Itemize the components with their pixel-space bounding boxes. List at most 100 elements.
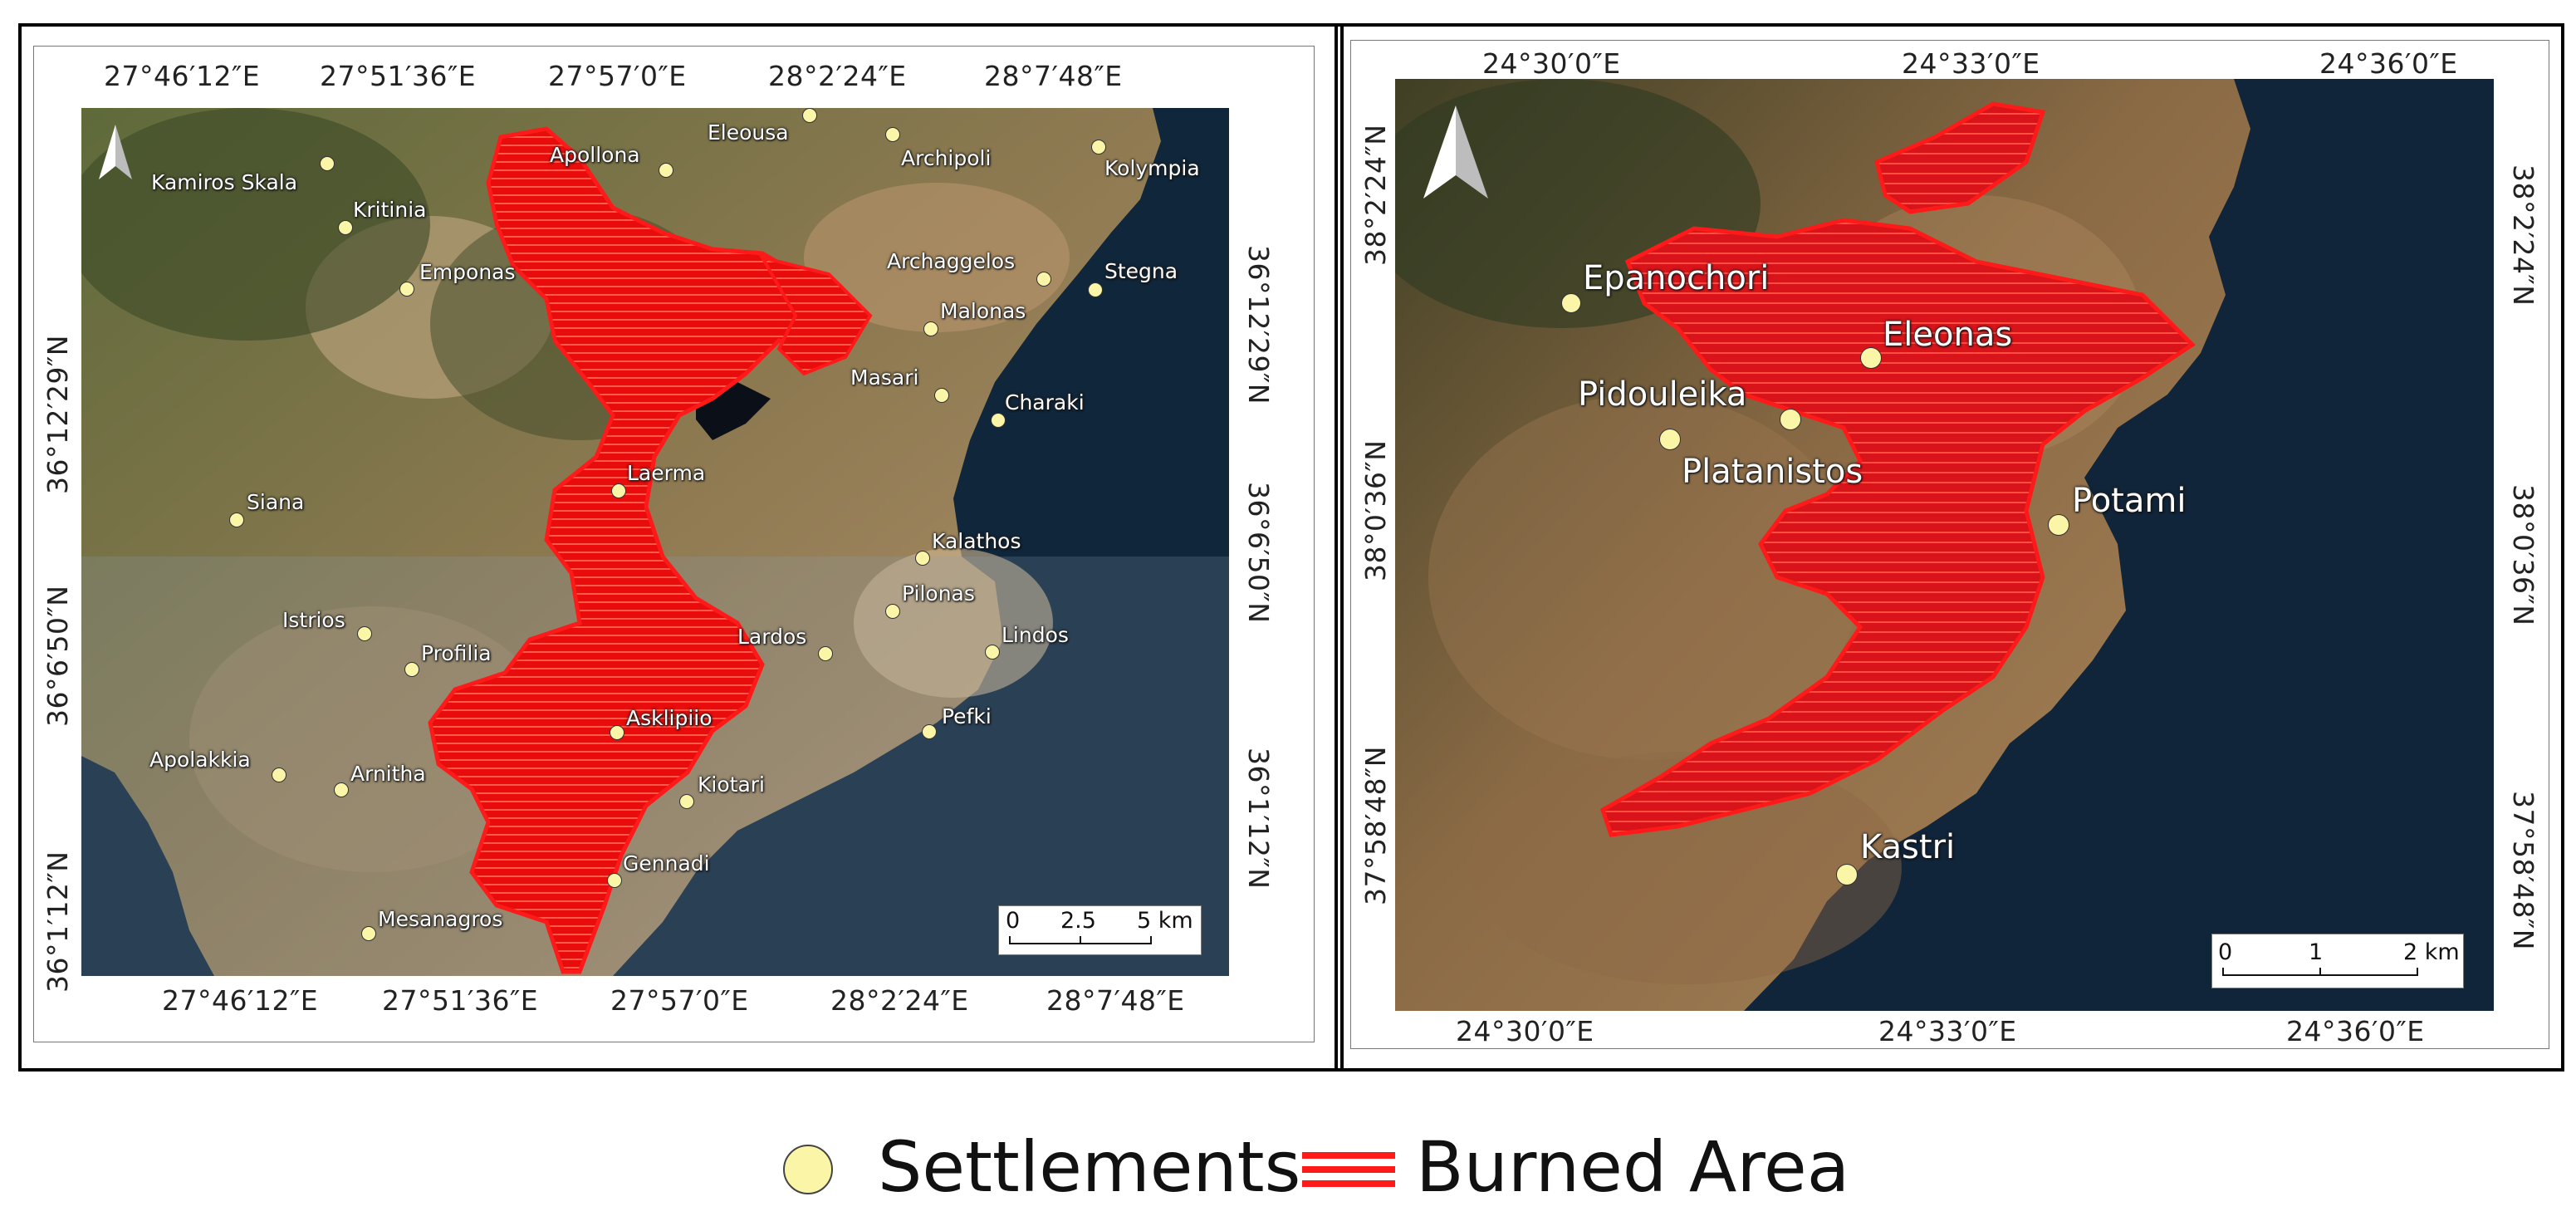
settlement-marker — [985, 645, 1000, 660]
settlement-marker — [404, 662, 419, 677]
settlement-label: Stegna — [1104, 259, 1178, 283]
settlement-marker — [934, 388, 949, 403]
settlement-marker — [1860, 347, 1882, 369]
settlement-label: Siana — [247, 490, 305, 514]
right-map-image[interactable] — [1395, 79, 2494, 1011]
settlement-marker — [229, 512, 244, 527]
settlement-label: Arnitha — [350, 762, 426, 786]
settlement-label: Emponas — [419, 260, 516, 284]
scale-label-end: 5 km — [1137, 908, 1193, 934]
left-top-lon-1: 27°46′12″E — [104, 60, 261, 92]
settlement-marker — [610, 725, 624, 740]
settlement-marker — [272, 767, 286, 782]
legend-burned-area-label: Burned Area — [1416, 1126, 1850, 1208]
scale-label-0: 0 — [2218, 939, 2233, 965]
settlement-label: Malonas — [940, 299, 1026, 323]
settlement-marker — [802, 108, 817, 123]
settlement-marker — [1561, 293, 1581, 313]
settlement-label: Istrios — [282, 608, 345, 632]
settlement-label: Pefki — [942, 704, 992, 728]
left-top-lon-3: 27°57′0″E — [548, 60, 687, 92]
left-bottom-lon-5: 28°7′48″E — [1046, 984, 1185, 1017]
north-arrow-icon — [1418, 102, 1493, 202]
left-lat-2: 36°6′50″N — [42, 585, 74, 727]
r-top-lon-1: 24°30′0″E — [1482, 47, 1621, 80]
settlement-marker — [357, 626, 372, 641]
left-top-lon-4: 28°2′24″E — [768, 60, 907, 92]
left-bottom-lon-4: 28°2′24″E — [830, 984, 969, 1017]
settlement-label: Apolakkia — [149, 748, 251, 772]
settlement-label: Potami — [2072, 482, 2187, 520]
left-top-lon-2: 27°51′36″E — [320, 60, 477, 92]
settlement-label: Pidouleika — [1578, 375, 1747, 414]
settlement-marker — [915, 551, 930, 566]
settlement-label: Lardos — [737, 625, 807, 649]
r-top-lon-3: 24°36′0″E — [2319, 47, 2458, 80]
settlement-marker — [399, 282, 414, 297]
r-left-lat-2: 38°0′36″N — [1359, 439, 1392, 581]
settlement-marker — [659, 163, 673, 178]
settlement-label: Masari — [850, 365, 919, 390]
settlement-marker — [923, 321, 938, 336]
scale-bar: 0 1 2 km — [2211, 934, 2464, 988]
settlement-marker — [2048, 514, 2069, 536]
settlement-label: Gennadi — [623, 851, 710, 875]
north-arrow-icon — [97, 123, 134, 181]
right-panel — [1335, 23, 2564, 1072]
settlement-label: Kamiros Skala — [151, 170, 298, 194]
settlement-marker — [1780, 409, 1801, 430]
left-bottom-lon-3: 27°57′0″E — [610, 984, 749, 1017]
settlement-marker — [611, 483, 626, 498]
settlement-label: Kolympia — [1104, 156, 1200, 180]
settlement-marker — [818, 646, 833, 661]
settlement-label: Kritinia — [353, 198, 427, 222]
burned-area-legend-icon — [1302, 1150, 1395, 1189]
scale-label-mid: 1 — [2309, 939, 2324, 965]
settlement-label: Asklipiio — [626, 706, 713, 730]
settlement-marker — [1659, 429, 1681, 450]
left-map-image[interactable] — [81, 108, 1229, 976]
right-lat-1: 36°12′29″N — [1242, 245, 1275, 405]
settlement-marker — [1088, 282, 1103, 297]
left-bottom-lon-2: 27°51′36″E — [382, 984, 539, 1017]
settlement-marker — [320, 156, 335, 171]
settlement-label: Profilia — [421, 641, 492, 665]
settlement-marker — [885, 604, 900, 619]
settlement-marker — [1091, 140, 1106, 154]
r-bottom-lon-3: 24°36′0″E — [2286, 1015, 2425, 1047]
settlement-label: Charaki — [1005, 390, 1085, 414]
legend-settlements-label: Settlements — [878, 1126, 1301, 1208]
scale-label-0: 0 — [1006, 908, 1021, 934]
settlement-label: Epanochori — [1583, 259, 1770, 297]
settlement-label: Eleousa — [708, 120, 789, 145]
settlement-marker — [1836, 864, 1858, 885]
settlement-marker — [607, 873, 622, 888]
settlement-label: Mesanagros — [378, 907, 503, 931]
r-left-lat-3: 37°58′48″N — [1359, 746, 1392, 905]
settlement-marker — [991, 413, 1006, 428]
r-left-lat-1: 38°2′24″N — [1359, 124, 1392, 266]
settlement-label: Kastri — [1860, 828, 1956, 866]
settlement-label: Archipoli — [901, 146, 992, 170]
left-bottom-lon-1: 27°46′12″E — [162, 984, 319, 1017]
right-lat-3: 36°1′12″N — [1242, 748, 1275, 890]
r-right-lat-2: 38°0′36″N — [2507, 484, 2539, 626]
settlement-label: Platanistos — [1682, 453, 1863, 491]
left-panel — [18, 23, 1344, 1072]
settlement-label: Archaggelos — [887, 249, 1016, 273]
left-top-lon-5: 28°7′48″E — [984, 60, 1123, 92]
settlement-label: Kiotari — [698, 772, 765, 797]
settlement-marker — [361, 926, 376, 941]
legend: Settlements Burned Area — [0, 1120, 2576, 1211]
settlement-marker — [338, 220, 353, 235]
settlement-label: Lindos — [1002, 623, 1069, 647]
settlement-legend-icon — [783, 1145, 833, 1194]
settlement-label: Laerma — [627, 461, 706, 485]
r-right-lat-3: 37°58′48″N — [2507, 791, 2539, 950]
settlement-marker — [334, 782, 349, 797]
right-lat-2: 36°6′50″N — [1242, 482, 1275, 624]
r-bottom-lon-2: 24°33′0″E — [1878, 1015, 2017, 1047]
scale-bar: 0 2.5 5 km — [998, 905, 1202, 955]
settlement-marker — [1036, 272, 1051, 287]
r-bottom-lon-1: 24°30′0″E — [1456, 1015, 1594, 1047]
